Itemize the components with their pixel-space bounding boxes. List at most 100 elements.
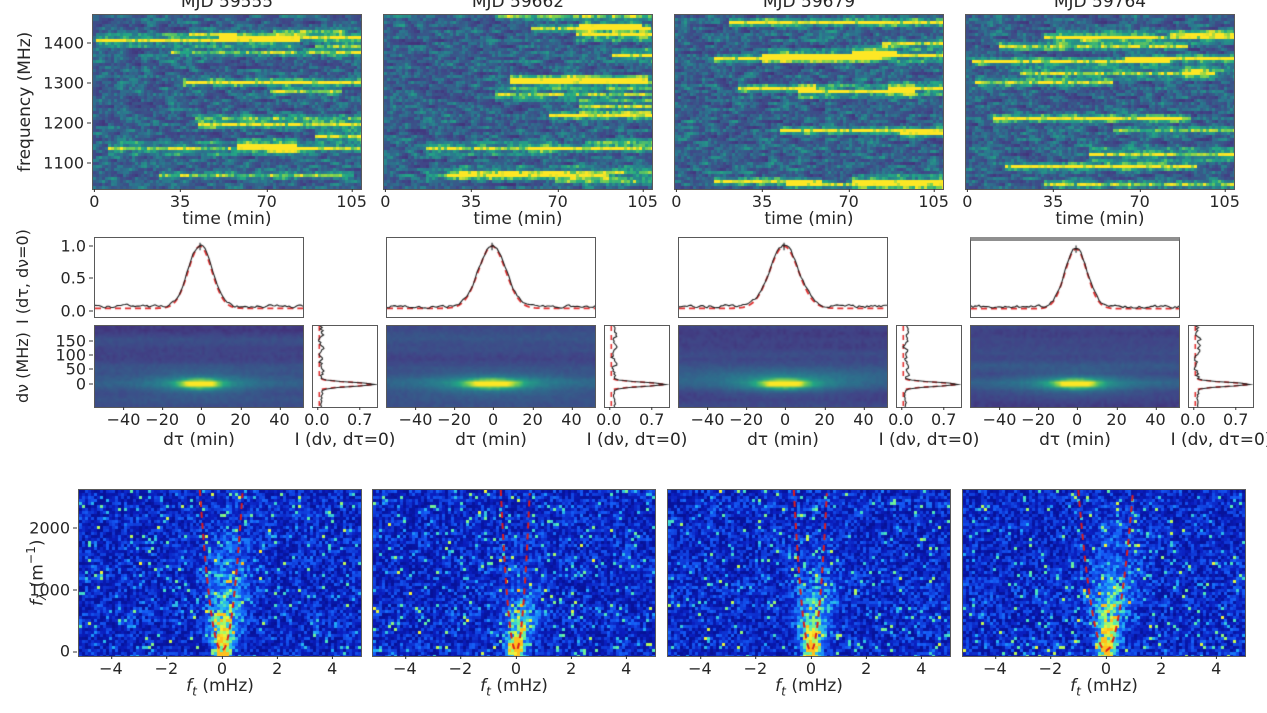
x-tick: 0.7 bbox=[346, 407, 373, 429]
acf-freq-cut-panel: 0.0 0.7 bbox=[596, 325, 670, 429]
acf-freq-cut-plot bbox=[897, 326, 961, 407]
acf-2d-panel: 150 100 50 0 −40 −20 0 20 40 bbox=[55, 325, 304, 429]
y-tick: 100 bbox=[55, 345, 93, 365]
time-axis-label: time (min) bbox=[182, 209, 272, 229]
acf-freq-cut-ticks: 0.0 0.7 bbox=[1180, 407, 1253, 431]
fringe-rate-axis-label: ft (mHz) bbox=[775, 676, 843, 699]
x-tick: 0 bbox=[779, 407, 791, 429]
y-tick: 1200 bbox=[43, 113, 91, 133]
secondary-spectrum-panel: −4 −2 0 2 4 ft (mHz) bbox=[962, 489, 1246, 698]
acf-group: −40 −20 0 20 40 0.0 0.7 dτ (min) I (dν, … bbox=[386, 225, 687, 453]
secondary-spectrum-heatmap bbox=[373, 490, 655, 656]
acf-time-cut-plot bbox=[387, 238, 595, 317]
freq-cut-axis-label: I (dν, dτ=0) bbox=[1170, 430, 1267, 450]
x-tick: 0.0 bbox=[1180, 407, 1206, 429]
x-tick: 40 bbox=[269, 407, 290, 429]
acf-2d-panel: −40 −20 0 20 40 bbox=[386, 325, 596, 429]
freq-cut-axis-label: I (dν, dτ=0) bbox=[878, 430, 980, 450]
x-tick: 0.0 bbox=[596, 407, 622, 429]
acf-2d-heatmap bbox=[387, 326, 595, 407]
time-lag-axis-label: dτ (min) bbox=[163, 430, 235, 450]
acf-2d-heatmap bbox=[95, 326, 303, 407]
x-tick: 0.0 bbox=[304, 407, 330, 429]
acf-2d-x-ticks: −40 −20 0 20 40 bbox=[679, 407, 887, 431]
y-tick: 1300 bbox=[43, 73, 91, 93]
y-tick: 0.0 bbox=[60, 301, 94, 321]
acf-2d-x-ticks: −40 −20 0 20 40 bbox=[95, 407, 303, 431]
acf-2d-x-ticks: −40 −20 0 20 40 bbox=[971, 407, 1179, 431]
x-tick: −40 bbox=[398, 407, 433, 429]
acf-freq-cut-ticks: 0.0 0.7 bbox=[888, 407, 961, 431]
acf-freq-cut-ticks: 0.0 0.7 bbox=[304, 407, 377, 431]
secondary-spectrum-panel: 2000 1000 0 −4 −2 0 2 4 ft (mHz) bbox=[29, 489, 362, 698]
x-tick: 0.0 bbox=[888, 407, 914, 429]
acf-time-cut-panel bbox=[678, 237, 888, 318]
acf-group: −40 −20 0 20 40 0.0 0.7 dτ (min) I (dν, … bbox=[678, 225, 979, 453]
time-axis-label: time (min) bbox=[473, 209, 563, 229]
acf-time-cut-panel bbox=[970, 237, 1180, 318]
panel-title: MJD 59764 bbox=[1053, 0, 1147, 12]
x-tick: 20 bbox=[522, 407, 543, 429]
x-tick: 40 bbox=[561, 407, 582, 429]
acf-time-cut-plot bbox=[679, 238, 887, 317]
time-axis-label: time (min) bbox=[764, 209, 854, 229]
acf-time-cut-y-label: I (dτ, dν=0) bbox=[13, 229, 32, 325]
acf-time-cut-panel bbox=[386, 237, 596, 318]
secondary-spectrum-panel: −4 −2 0 2 4 ft (mHz) bbox=[667, 489, 951, 698]
acf-time-cut-panel: 1.0 0.5 0.0 bbox=[61, 236, 304, 320]
y-tick: 1.0 bbox=[60, 236, 94, 256]
freq-cut-axis-label: I (dν, dτ=0) bbox=[586, 430, 688, 450]
secondary-spectrum-y-label: fλ (m−1) bbox=[24, 539, 50, 607]
x-tick: 0 bbox=[487, 407, 499, 429]
secondary-spectrum-heatmap bbox=[668, 490, 950, 656]
x-tick: 20 bbox=[230, 407, 251, 429]
x-tick: −40 bbox=[690, 407, 725, 429]
panel-title: MJD 59555 bbox=[180, 0, 274, 12]
x-tick: −20 bbox=[1021, 407, 1056, 429]
x-tick: 0.7 bbox=[638, 407, 665, 429]
dynamic-spectrum-panel: MJD 59764 0 35 70 105 time (min) bbox=[962, 0, 1240, 229]
dynamic-spectrum-panel: MJD 59555 1400 1300 1200 1100 0 35 70 10… bbox=[43, 0, 367, 229]
dynamic-spectrum-panel: MJD 59679 0 35 70 105 time (min) bbox=[671, 0, 949, 229]
x-tick: 40 bbox=[1145, 407, 1166, 429]
x-tick: −20 bbox=[729, 407, 764, 429]
time-lag-axis-label: dτ (min) bbox=[1039, 430, 1111, 450]
acf-2d-heatmap bbox=[971, 326, 1179, 407]
freq-cut-axis-label: I (dν, dτ=0) bbox=[294, 430, 396, 450]
acf-frequency-lag-axis-label: dν (MHz) bbox=[13, 332, 32, 404]
acf-group: −40 −20 0 20 40 0.0 0.7 dτ (min) I (dν, … bbox=[970, 225, 1267, 453]
x-tick: 0 bbox=[195, 407, 207, 429]
time-lag-axis-label: dτ (min) bbox=[747, 430, 819, 450]
acf-freq-cut-plot bbox=[605, 326, 669, 407]
x-tick: 20 bbox=[1106, 407, 1127, 429]
y-tick: 0 bbox=[59, 641, 78, 661]
x-tick: −20 bbox=[437, 407, 472, 429]
x-tick: 0.7 bbox=[930, 407, 957, 429]
acf-time-cut-plot bbox=[95, 238, 303, 317]
acf-freq-cut-ticks: 0.0 0.7 bbox=[596, 407, 669, 431]
fringe-rate-axis-label: ft (mHz) bbox=[186, 676, 254, 699]
fringe-rate-axis-label: ft (mHz) bbox=[1070, 676, 1138, 699]
acf-2d-x-ticks: −40 −20 0 20 40 bbox=[387, 407, 595, 431]
x-tick: −20 bbox=[145, 407, 180, 429]
acf-freq-cut-plot bbox=[1189, 326, 1253, 407]
acf-freq-cut-panel: 0.0 0.7 bbox=[304, 325, 378, 429]
y-tick: 1100 bbox=[43, 153, 91, 173]
y-tick: 1400 bbox=[43, 33, 91, 53]
dynamic-spectrum-heatmap bbox=[675, 15, 943, 189]
y-tick: 150 bbox=[55, 331, 93, 351]
x-tick: 0 bbox=[1071, 407, 1083, 429]
acf-2d-panel: −40 −20 0 20 40 bbox=[678, 325, 888, 429]
x-tick: 20 bbox=[814, 407, 835, 429]
dynamic-spectrum-panel: MJD 59662 0 35 70 105 time (min) bbox=[380, 0, 658, 229]
panel-title: MJD 59662 bbox=[471, 0, 565, 12]
frequency-axis-title: frequency (MHz) bbox=[15, 31, 35, 173]
acf-freq-cut-plot bbox=[313, 326, 377, 407]
x-tick: 0.7 bbox=[1222, 407, 1249, 429]
acf-freq-cut-panel: 0.0 0.7 bbox=[1180, 325, 1254, 429]
secondary-spectrum-heatmap bbox=[79, 490, 361, 656]
x-tick: −40 bbox=[106, 407, 141, 429]
time-lag-axis-label: dτ (min) bbox=[455, 430, 527, 450]
dynamic-spectrum-heatmap bbox=[966, 15, 1234, 189]
